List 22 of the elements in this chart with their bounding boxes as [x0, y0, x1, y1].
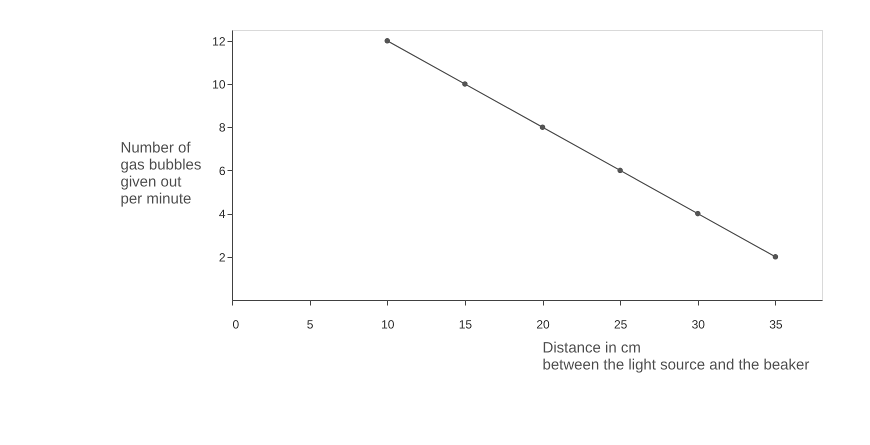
y-tick-label: 12 [212, 34, 226, 48]
point [384, 38, 390, 44]
x-tick-label: 10 [381, 318, 395, 332]
y-axis-title: Number of gas bubbles given out per minute [120, 140, 202, 208]
x-tick-label: 5 [306, 318, 314, 332]
x-tick-label: 25 [614, 318, 628, 332]
x-tick-label: 20 [536, 318, 550, 332]
x-tick-label: 30 [692, 318, 706, 332]
point [462, 81, 468, 87]
point [617, 168, 623, 174]
x-tick-label: 35 [769, 318, 783, 332]
x-tick-label: 15 [458, 318, 472, 332]
y-tick-label: 8 [218, 120, 226, 135]
x-axis-title: Distance in cm between the light source and the beaker [542, 340, 810, 374]
x-tick-label: 0 [232, 318, 240, 332]
point [695, 210, 701, 216]
y-tick-label: 6 [218, 164, 226, 178]
y-tick-label: 4 [218, 207, 226, 222]
point [772, 254, 778, 260]
y-tick-label: 10 [212, 78, 226, 92]
y-tick-label: 2 [218, 250, 226, 264]
point [540, 124, 546, 130]
